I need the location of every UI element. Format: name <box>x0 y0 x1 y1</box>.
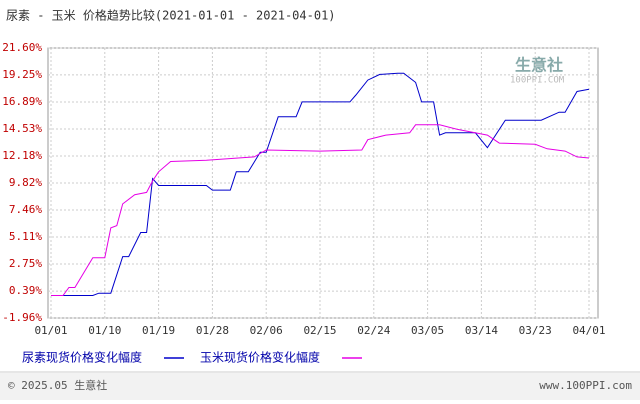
chart-title: 尿素 - 玉米 价格趋势比较(2021-01-01 - 2021-04-01) <box>6 8 336 23</box>
y-tick-label: 12.18% <box>2 149 42 162</box>
y-tick-label: 7.46% <box>9 203 42 216</box>
y-tick-label: 21.60% <box>2 41 42 54</box>
watermark: 生意社 <box>515 56 563 75</box>
y-tick-label: 5.11% <box>9 230 42 243</box>
x-tick-label: 04/01 <box>572 324 605 337</box>
y-tick-label: 2.75% <box>9 257 42 270</box>
x-tick-label: 01/28 <box>196 324 229 337</box>
x-tick-label: 03/23 <box>519 324 552 337</box>
x-tick-label: 02/15 <box>303 324 336 337</box>
y-tick-label: 0.39% <box>9 284 42 297</box>
x-tick-label: 02/06 <box>250 324 283 337</box>
y-tick-label: 16.89% <box>2 95 42 108</box>
x-tick-label: 03/05 <box>411 324 444 337</box>
series-line <box>51 72 590 296</box>
y-tick-label: 19.25% <box>2 68 42 81</box>
x-tick-label: 03/14 <box>465 324 498 337</box>
y-tick-label: 14.53% <box>2 122 42 135</box>
x-tick-label: 01/01 <box>34 324 67 337</box>
footer-right: www.100PPI.com <box>539 379 632 392</box>
legend-label: 尿素现货价格变化幅度 <box>22 350 142 365</box>
y-tick-label: 9.82% <box>9 176 42 189</box>
x-tick-label: 01/19 <box>142 324 175 337</box>
legend-label: 玉米现货价格变化幅度 <box>200 350 320 365</box>
y-tick-label: -1.96% <box>2 311 42 324</box>
x-tick-label: 02/24 <box>357 324 390 337</box>
series-line <box>51 124 590 296</box>
x-tick-label: 01/10 <box>88 324 121 337</box>
footer-bar <box>0 373 640 400</box>
watermark-sub: 100PPI.COM <box>510 76 565 86</box>
footer-left: © 2025.05 生意社 <box>8 378 107 392</box>
